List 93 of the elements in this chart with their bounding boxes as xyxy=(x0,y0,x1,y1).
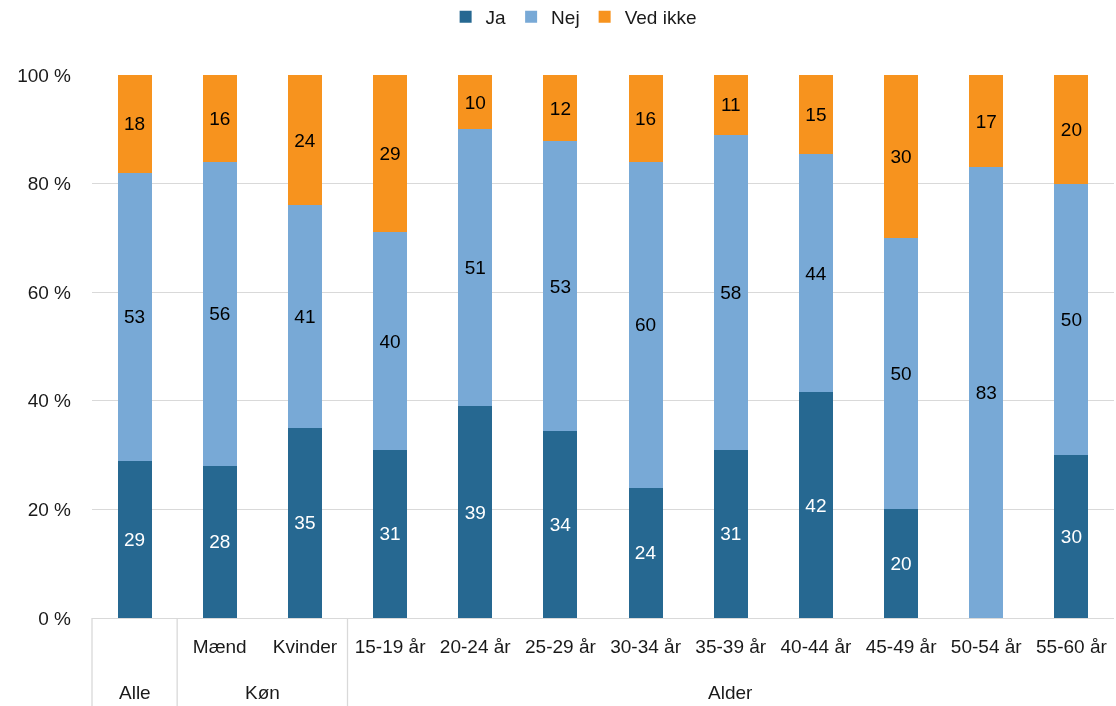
data-label: 83 xyxy=(975,382,997,404)
y-tick-label: 100 % xyxy=(17,64,72,86)
x-tick-label: Kvinder xyxy=(272,635,338,657)
data-label: 39 xyxy=(464,501,486,523)
data-label: 44 xyxy=(805,262,827,284)
data-label: 28 xyxy=(209,531,231,553)
bar xyxy=(543,141,578,432)
data-label: 40 xyxy=(379,330,401,352)
bar xyxy=(884,509,919,618)
data-label: 24 xyxy=(294,129,316,151)
bar xyxy=(202,75,237,162)
data-label: 53 xyxy=(124,306,146,328)
bar xyxy=(202,465,237,618)
bar xyxy=(1054,75,1089,184)
x-tick-label: 25-29 år xyxy=(525,635,597,657)
bar xyxy=(884,75,919,238)
text: Alle xyxy=(119,682,151,703)
bar xyxy=(628,487,663,618)
data-label: 50 xyxy=(1060,308,1082,330)
legend-label: Nej xyxy=(551,7,580,29)
data-label: 51 xyxy=(464,257,486,279)
data-label: 10 xyxy=(464,91,486,113)
data-label: 29 xyxy=(124,528,146,550)
bar xyxy=(373,449,408,618)
data-label: 50 xyxy=(890,363,912,385)
data-label: 56 xyxy=(209,303,231,325)
data-label: 31 xyxy=(379,523,401,545)
bar xyxy=(287,427,322,618)
bar xyxy=(117,460,152,618)
x-tick-label: 45-49 år xyxy=(865,635,938,657)
bar xyxy=(458,406,493,618)
bar xyxy=(713,134,748,450)
data-label: 30 xyxy=(890,145,912,167)
data-label: 11 xyxy=(720,94,741,116)
bar xyxy=(287,205,322,428)
x-tick-label: 30-34 år xyxy=(610,635,682,657)
data-label: 20 xyxy=(1060,118,1082,140)
y-tick-label: 60 % xyxy=(27,281,72,303)
bar xyxy=(713,75,748,135)
x-tick-label: 20-24 år xyxy=(439,635,512,657)
x-tick-label: 40-44 år xyxy=(780,635,852,657)
y-tick-label: 20 % xyxy=(27,499,72,521)
bar xyxy=(543,431,578,618)
bar xyxy=(543,75,578,142)
bar xyxy=(202,161,237,466)
y-tick-label: 0 % xyxy=(38,607,72,629)
bar xyxy=(969,75,1004,168)
bar xyxy=(798,392,833,618)
bar xyxy=(1054,455,1089,618)
bar xyxy=(628,75,663,162)
bar xyxy=(373,232,408,450)
x-tick-label: 35-39 år xyxy=(695,635,767,657)
bar xyxy=(884,237,919,510)
data-label: 34 xyxy=(549,514,572,536)
data-label: 16 xyxy=(209,107,231,129)
data-label: 24 xyxy=(634,542,657,564)
data-label: 20 xyxy=(890,553,912,575)
bar xyxy=(117,75,152,173)
bar xyxy=(798,154,833,393)
bar xyxy=(117,172,152,461)
bar xyxy=(969,167,1004,618)
data-label: 35 xyxy=(294,512,316,534)
bar xyxy=(798,75,833,155)
bar xyxy=(373,75,408,233)
data-label: 18 xyxy=(124,113,146,135)
legend-label: Ved ikke xyxy=(624,7,697,29)
x-tick-label: Mænd xyxy=(192,635,247,657)
data-label: 15 xyxy=(805,104,827,126)
data-label: 58 xyxy=(720,281,742,303)
text: Køn xyxy=(245,682,280,703)
legend-label: Ja xyxy=(485,7,507,29)
x-tick-label: 15-19 år xyxy=(354,635,427,657)
bar xyxy=(458,75,493,130)
data-label: 31 xyxy=(720,523,742,545)
data-label: 16 xyxy=(635,107,657,129)
bar xyxy=(628,161,663,488)
bar xyxy=(458,129,493,407)
bar xyxy=(1054,183,1089,456)
y-tick-label: 40 % xyxy=(27,390,72,412)
text: Alder xyxy=(708,682,754,703)
data-label: 12 xyxy=(549,97,571,119)
x-tick-label: 50-54 år xyxy=(950,635,1023,657)
data-label: 41 xyxy=(294,306,316,328)
x-tick-label: 55-60 år xyxy=(1036,635,1108,657)
data-label: 53 xyxy=(549,275,571,297)
data-label: 17 xyxy=(975,110,997,132)
data-label: 29 xyxy=(379,143,401,165)
bar xyxy=(287,75,322,206)
data-label: 60 xyxy=(635,314,657,336)
data-label: 30 xyxy=(1060,526,1082,548)
bar xyxy=(713,449,748,618)
data-label: 42 xyxy=(805,494,827,516)
y-tick-label: 80 % xyxy=(27,173,72,195)
